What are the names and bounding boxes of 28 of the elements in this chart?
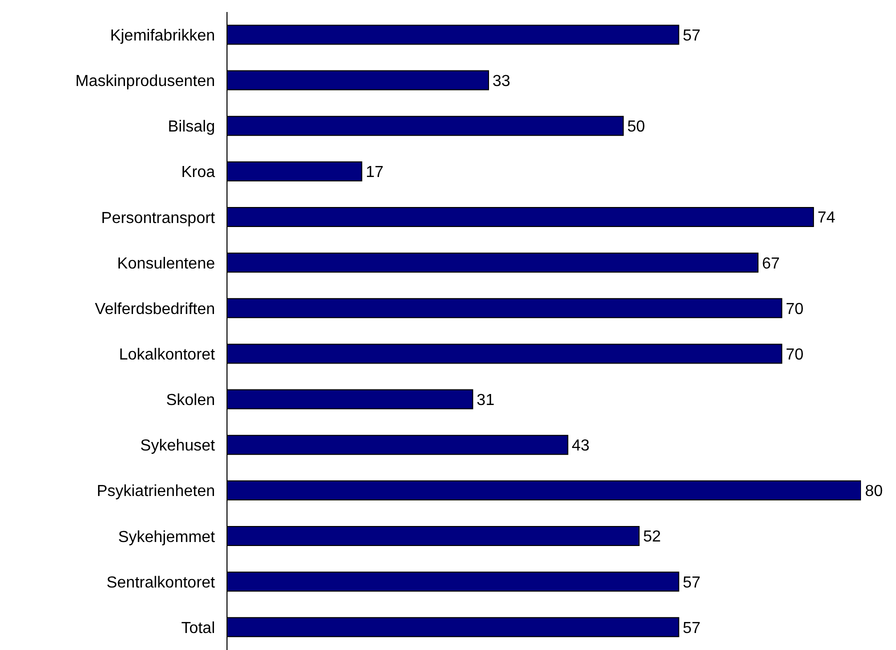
data-label: 50 [627,118,646,136]
y-tick-label: Sentralkontoret [106,574,216,592]
y-tick-label: Sykehjemmet [118,528,216,546]
data-label: 80 [865,483,883,500]
data-label: 57 [682,27,701,44]
y-tick-label: Konsulentene [117,255,216,272]
data-label: 70 [786,300,804,318]
y-tick-label: Sykehuset [140,438,216,455]
y-tick-label: Persontransport [101,210,216,227]
data-label: 57 [682,574,701,592]
y-tick-label: Velferdsbedriften [94,300,215,318]
y-tick-label: Lokalkontoret [118,346,216,364]
y-tick-label: Kroa [181,164,216,182]
data-label: 74 [817,210,836,227]
data-label: 43 [572,438,590,455]
y-tick-label: Maskinprodusenten [75,73,215,90]
y-tick-label: Bilsalg [168,118,215,136]
y-tick-label: Skolen [166,392,215,410]
y-tick-label: Psykiatrienheten [96,483,215,500]
data-label: 57 [682,620,701,637]
data-label: 67 [762,255,780,272]
y-tick-label: Kjemifabrikken [110,27,215,44]
data-label: 17 [366,164,384,182]
data-label: 33 [492,72,510,90]
data-label: 52 [643,528,661,546]
y-tick-label: Total [181,620,215,637]
data-label: 70 [786,346,804,364]
data-label: 31 [476,392,495,409]
